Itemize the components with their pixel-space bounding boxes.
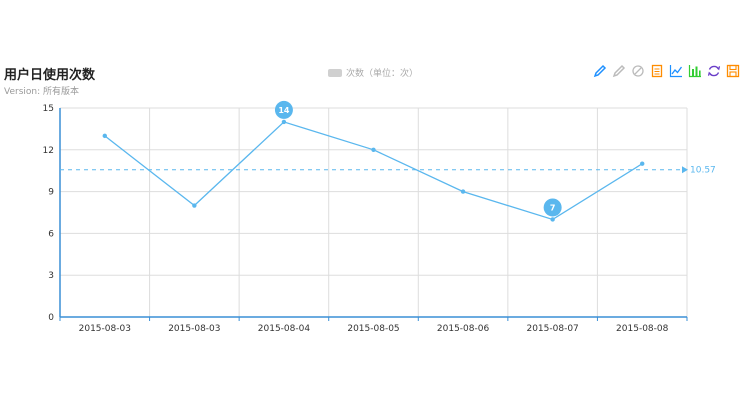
data-point: [281, 119, 287, 125]
save-image-icon[interactable]: [725, 63, 741, 79]
chart-subtitle: Version: 所有版本: [4, 87, 79, 97]
y-tick-label: 15: [43, 104, 54, 114]
x-tick-label: 2015-08-05: [347, 324, 399, 334]
x-tick-label: 2015-08-03: [168, 324, 220, 334]
data-point: [192, 203, 197, 208]
y-tick-label: 12: [43, 146, 54, 156]
mark-point-pin: [274, 100, 293, 119]
legend-swatch: [328, 68, 342, 77]
x-tick-label: 2015-08-08: [616, 324, 669, 334]
series-line: [104, 121, 643, 221]
chart-title: 用户日使用次数: [4, 68, 96, 83]
restore-icon[interactable]: [706, 63, 722, 79]
x-tick-label: 2015-08-06: [437, 324, 490, 334]
mark-undo-icon[interactable]: [611, 63, 627, 79]
y-tick-label: 9: [48, 188, 54, 198]
data-point: [371, 147, 376, 152]
data-point: [550, 217, 555, 222]
y-tick-label: 0: [48, 313, 54, 323]
toolbox: [592, 63, 741, 79]
data-view-icon[interactable]: [649, 63, 665, 79]
legend-item[interactable]: 次数（单位：次）: [328, 66, 418, 79]
mark-pen-icon[interactable]: [592, 63, 608, 79]
line-chart-icon[interactable]: [668, 63, 684, 79]
bar-chart-icon[interactable]: [687, 63, 703, 79]
x-tick-label: 2015-08-07: [526, 324, 578, 334]
x-tick-label: 2015-08-03: [79, 324, 131, 334]
mark-clear-icon[interactable]: [630, 63, 646, 79]
mark-line-arrow: [682, 166, 688, 174]
mark-point-pin: [543, 198, 562, 217]
data-point: [102, 133, 107, 139]
data-point: [640, 161, 645, 166]
legend-label: 次数（单位：次）: [346, 69, 419, 79]
mark-point-label: 7: [550, 203, 556, 212]
mark-point-label: 14: [278, 106, 290, 115]
mark-line-label: 10.57: [690, 166, 716, 176]
y-tick-label: 3: [48, 271, 54, 281]
y-tick-label: 6: [48, 229, 54, 239]
x-tick-label: 2015-08-04: [258, 324, 311, 334]
data-point: [460, 189, 466, 194]
